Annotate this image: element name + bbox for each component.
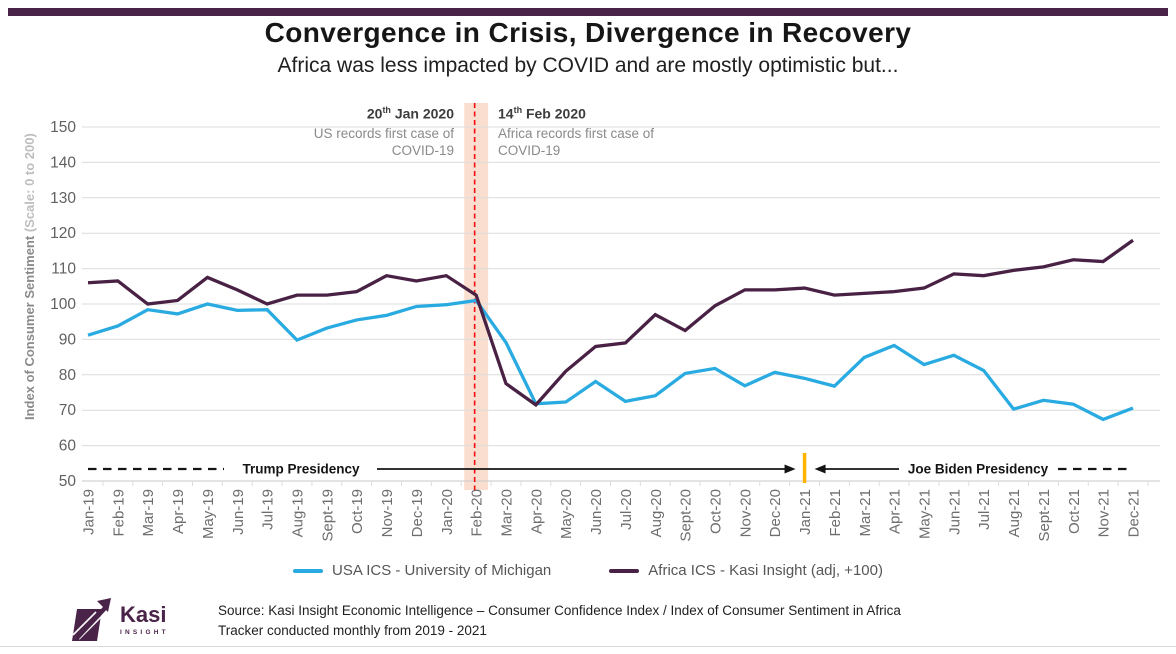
usa-line-swatch xyxy=(293,568,324,573)
x-tick-label: May-21 xyxy=(917,489,934,539)
page-subtitle: Africa was less impacted by COVID and ar… xyxy=(277,54,899,77)
x-tick-label: Jun-21 xyxy=(946,489,963,535)
annotation-us-line2: COVID-19 xyxy=(391,142,454,158)
annotation-africa-line2: COVID-19 xyxy=(498,142,561,158)
source-line2: Tracker conducted monthly from 2019 - 20… xyxy=(218,623,487,638)
biden-presidency-label: Joe Biden Presidency xyxy=(908,462,1049,477)
kasi-logo-subtext: INSIGHT xyxy=(120,628,169,636)
x-tick-label: Oct-20 xyxy=(708,489,725,534)
y-tick-label: 50 xyxy=(59,473,77,490)
x-tick-label: Feb-20 xyxy=(469,489,486,537)
x-tick-label: Apr-21 xyxy=(887,489,904,534)
y-tick-label: 60 xyxy=(59,438,77,455)
y-tick-label: 100 xyxy=(50,296,76,313)
kasi-logo-icon xyxy=(72,598,111,641)
legend-item-africa: Africa ICS - Kasi Insight (adj, +100) xyxy=(609,562,883,579)
x-tick-label: Sept-21 xyxy=(1036,489,1053,542)
arrowhead-icon xyxy=(784,464,796,474)
x-tick-label: Mar-21 xyxy=(857,489,874,537)
x-tick-label: Apr-19 xyxy=(170,489,187,534)
x-tick-label: Jul-20 xyxy=(618,489,635,530)
x-tick-label: Jan-21 xyxy=(797,489,814,535)
kasi-logo-wordmark: Kasi xyxy=(120,601,167,627)
legend-label-africa: Africa ICS - Kasi Insight (adj, +100) xyxy=(648,562,883,579)
source-note: Source: Kasi Insight Economic Intelligen… xyxy=(218,601,978,641)
annotation-us-date: 20th Jan 2020 xyxy=(366,105,454,122)
chart-legend: USA ICS - University of Michigan Africa … xyxy=(0,562,1176,579)
x-tick-label: Aug-20 xyxy=(648,489,665,537)
x-tick-label: Aug-19 xyxy=(290,489,307,537)
annotation-africa-first-case: 14th Feb 2020 Africa records first case … xyxy=(498,102,654,159)
x-tick-label: Aug-21 xyxy=(1006,489,1023,537)
source-line1: Source: Kasi Insight Economic Intelligen… xyxy=(218,603,901,618)
x-tick-label: Mar-20 xyxy=(499,489,516,537)
trump-presidency-label: Trump Presidency xyxy=(242,462,360,477)
annotation-africa-date: 14th Feb 2020 xyxy=(498,105,586,122)
y-tick-label: 120 xyxy=(50,225,76,242)
x-tick-label: Dec-21 xyxy=(1126,489,1143,537)
y-tick-label: 110 xyxy=(51,261,76,278)
x-tick-label: Feb-19 xyxy=(110,489,127,537)
arrowhead-icon xyxy=(814,464,826,474)
y-axis-title-scale: (Scale: 0 to 200) xyxy=(22,133,37,233)
x-tick-label: Nov-20 xyxy=(737,489,754,537)
series-line-usa xyxy=(87,298,1134,422)
y-tick-label: 130 xyxy=(50,190,76,207)
y-tick-label: 80 xyxy=(59,367,77,384)
x-tick-label: Jul-19 xyxy=(260,489,277,530)
page-title: Convergence in Crisis, Divergence in Rec… xyxy=(264,17,912,48)
africa-line-swatch xyxy=(609,568,640,573)
x-tick-label: May-19 xyxy=(200,489,217,539)
x-tick-label: Oct-21 xyxy=(1066,489,1083,534)
x-tick-label: Nov-21 xyxy=(1096,489,1113,537)
x-tick-label: Mar-19 xyxy=(140,489,157,537)
x-tick-label: Nov-19 xyxy=(379,489,396,537)
x-tick-label: May-20 xyxy=(558,489,575,539)
x-tick-label: Sept-20 xyxy=(678,489,695,542)
x-tick-label: Jun-19 xyxy=(230,489,247,535)
x-tick-label: Oct-19 xyxy=(349,489,366,534)
x-tick-label: Feb-21 xyxy=(827,489,844,537)
x-tick-label: Jul-21 xyxy=(976,489,993,530)
x-tick-label: Dec-19 xyxy=(409,489,426,537)
y-axis-title: Index of Consumer Sentiment (Scale: 0 to… xyxy=(22,133,37,420)
annotation-us-line1: US records first case of xyxy=(313,125,454,141)
y-axis-title-main: Index of Consumer Sentiment xyxy=(22,235,37,420)
y-tick-label: 70 xyxy=(59,402,77,419)
bottom-divider xyxy=(0,646,1176,647)
x-tick-label: Apr-20 xyxy=(528,489,545,534)
annotation-us-first-case: 20th Jan 2020 US records first case of C… xyxy=(314,102,454,159)
x-tick-label: Sept-19 xyxy=(319,489,336,542)
y-tick-label: 140 xyxy=(50,154,76,171)
kasi-logo: Kasi INSIGHT xyxy=(70,597,169,643)
top-accent-bar xyxy=(8,8,1168,16)
series-line-africa xyxy=(87,238,1134,408)
x-tick-label: Jan-19 xyxy=(81,489,98,535)
legend-item-usa: USA ICS - University of Michigan xyxy=(293,562,551,579)
x-tick-label: Jun-20 xyxy=(588,489,605,535)
legend-label-usa: USA ICS - University of Michigan xyxy=(332,562,552,579)
annotation-africa-line1: Africa records first case of xyxy=(498,125,655,141)
y-tick-label: 90 xyxy=(59,331,77,348)
y-tick-label: 150 xyxy=(50,119,76,136)
x-tick-label: Dec-20 xyxy=(767,489,784,537)
x-tick-label: Jan-20 xyxy=(439,489,456,535)
